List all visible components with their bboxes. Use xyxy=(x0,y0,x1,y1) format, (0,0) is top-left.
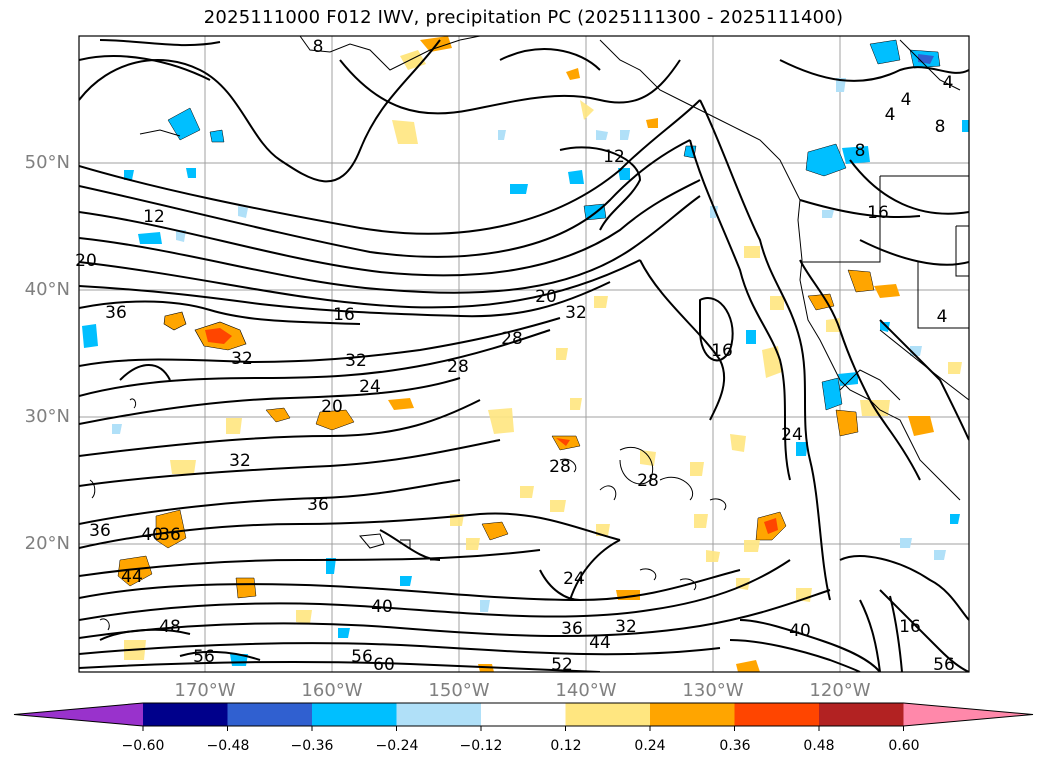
contour-label: 36 xyxy=(159,525,181,545)
colorbar-bin xyxy=(143,703,228,726)
contour-label: 12 xyxy=(603,147,625,167)
lat-label-50: 50°N xyxy=(24,152,70,173)
colorbar-bin xyxy=(650,703,735,726)
coastlines xyxy=(139,36,969,561)
contour-label: 16 xyxy=(333,305,355,325)
colorbar-bin xyxy=(396,703,482,726)
colorbar-extend-high xyxy=(903,703,1033,726)
contour-label: 36 xyxy=(89,521,111,541)
contour-label: 60 xyxy=(373,655,395,675)
contour-label: 16 xyxy=(711,341,733,361)
colorbar-bin xyxy=(819,703,904,726)
lon-label-130w: 130°W xyxy=(682,680,744,701)
colorbar-extend-low xyxy=(14,703,143,726)
lat-label-40: 40°N xyxy=(24,279,70,300)
contour-label: 40 xyxy=(141,525,163,545)
lon-label-150w: 150°W xyxy=(428,680,490,701)
colorbar xyxy=(13,702,1034,731)
iwv-contours xyxy=(79,39,969,672)
contour-label: 40 xyxy=(371,597,393,617)
contour-label: 8 xyxy=(313,37,324,57)
cb-tick-label: 0.48 xyxy=(803,738,835,754)
colorbar-bin xyxy=(734,703,820,726)
contour-label: 28 xyxy=(501,329,523,349)
contour-label: 4 xyxy=(885,105,896,125)
contour-label: 36 xyxy=(307,495,329,515)
cb-tick-label: −0.24 xyxy=(375,738,419,754)
map-frame xyxy=(78,35,970,673)
contour-label: 32 xyxy=(229,451,251,471)
lon-label-140w: 140°W xyxy=(555,680,617,701)
contour-label: 36 xyxy=(105,303,127,323)
map-title: 2025111000 F012 IWV, precipitation PC (2… xyxy=(203,7,844,28)
contour-label: 4 xyxy=(901,90,912,110)
lat-label-20: 20°N xyxy=(24,533,70,554)
contour-label: 8 xyxy=(935,117,946,137)
contour-label: 20 xyxy=(535,287,557,307)
contour-label: 52 xyxy=(551,655,573,675)
colorbar-bin xyxy=(312,703,397,726)
cb-tick-label: 0.60 xyxy=(888,738,920,754)
lon-label-160w: 160°W xyxy=(301,680,363,701)
contour-label: 40 xyxy=(789,621,811,641)
precip-negative-patches xyxy=(82,39,969,666)
lon-label-170w: 170°W xyxy=(174,680,236,701)
contour-labels: 8 12 12 16 16 16 20 20 20 24 24 24 28 28 28 28 32 32 32 32 3… xyxy=(75,37,955,675)
colorbar-bin xyxy=(565,703,651,726)
contour-label: 24 xyxy=(563,569,585,589)
cb-tick-label: 0.36 xyxy=(719,738,751,754)
contour-label: 24 xyxy=(359,377,381,397)
contour-label: 28 xyxy=(447,357,469,377)
precip-thin-contours xyxy=(89,398,727,631)
contour-label: 20 xyxy=(75,251,97,271)
contour-label: 8 xyxy=(855,141,866,161)
contour-label: 4 xyxy=(943,73,954,93)
colorbar-bin xyxy=(227,703,313,726)
cb-tick-label: −0.48 xyxy=(206,738,250,754)
cb-tick-label: 0.12 xyxy=(550,738,582,754)
cb-tick-label: −0.12 xyxy=(459,738,503,754)
contour-label: 56 xyxy=(933,655,955,675)
contour-label: 16 xyxy=(867,203,889,223)
contour-label: 44 xyxy=(121,567,143,587)
contour-label: 16 xyxy=(899,617,921,637)
lon-label-120w: 120°W xyxy=(809,680,871,701)
contour-label: 36 xyxy=(561,619,583,639)
contour-label: 56 xyxy=(193,647,215,667)
contour-label: 44 xyxy=(589,633,611,653)
contour-label: 12 xyxy=(143,207,165,227)
contour-label: 20 xyxy=(321,397,343,417)
contour-label: 24 xyxy=(781,425,803,445)
precip-positive-patches xyxy=(117,36,934,672)
cb-tick-label: 0.24 xyxy=(634,738,666,754)
contour-label: 32 xyxy=(565,303,587,323)
contour-label: 28 xyxy=(637,471,659,491)
contour-label: 32 xyxy=(345,351,367,371)
map-area xyxy=(79,36,969,672)
contour-label: 28 xyxy=(549,457,571,477)
cb-tick-label: −0.36 xyxy=(290,738,334,754)
colorbar-bin xyxy=(481,703,566,726)
contour-label: 4 xyxy=(937,307,948,327)
lat-label-30: 30°N xyxy=(24,406,70,427)
contour-label: 32 xyxy=(231,349,253,369)
contour-label: 48 xyxy=(159,617,181,637)
cb-tick-label: −0.60 xyxy=(121,738,165,754)
contour-label: 32 xyxy=(615,617,637,637)
contour-label: 56 xyxy=(351,647,373,667)
